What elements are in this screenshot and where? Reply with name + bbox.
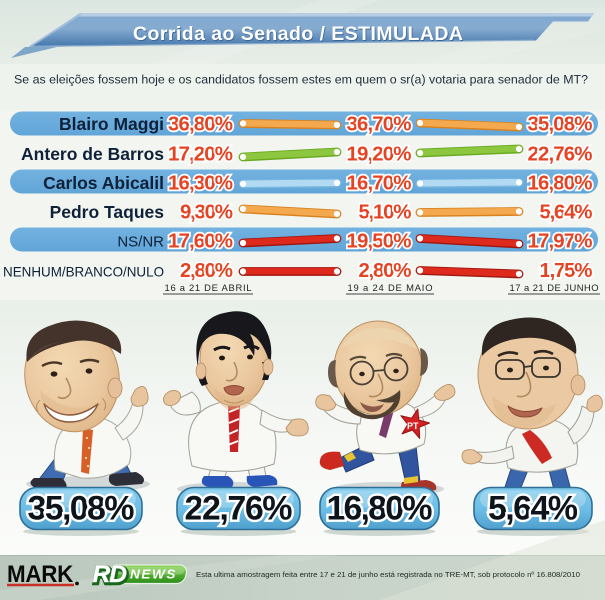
svg-text:16,70%: 16,70% bbox=[347, 172, 412, 195]
svg-text:5,64%: 5,64% bbox=[488, 490, 578, 528]
svg-text:Corrida ao Senado / ESTIMULADA: Corrida ao Senado / ESTIMULADA bbox=[134, 24, 464, 46]
svg-text:19 a 24 DE MAIO: 19 a 24 DE MAIO bbox=[348, 282, 433, 293]
svg-text:NENHUM/BRANCO/NULO: NENHUM/BRANCO/NULO bbox=[3, 264, 164, 280]
svg-text:Pedro Taques: Pedro Taques bbox=[50, 202, 165, 222]
svg-text:RD: RD bbox=[93, 561, 127, 588]
svg-text:5,64%: 5,64% bbox=[540, 201, 593, 224]
svg-text:Se as eleições fossem hoje e o: Se as eleições fossem hoje e os candidat… bbox=[14, 73, 588, 87]
svg-text:17 a 21 DE JUNHO: 17 a 21 DE JUNHO bbox=[510, 282, 599, 293]
svg-text:17,20%: 17,20% bbox=[168, 143, 233, 166]
svg-text:16,80%: 16,80% bbox=[327, 490, 433, 528]
svg-text:Carlos Abicalil: Carlos Abicalil bbox=[43, 173, 164, 193]
svg-text:Antero de Barros: Antero de Barros bbox=[21, 144, 164, 164]
svg-text:16,30%: 16,30% bbox=[168, 172, 233, 195]
svg-text:2,80%: 2,80% bbox=[359, 259, 412, 282]
svg-text:36,80%: 36,80% bbox=[168, 113, 233, 136]
svg-text:22,76%: 22,76% bbox=[185, 490, 293, 528]
svg-text:PT: PT bbox=[407, 421, 419, 431]
svg-text:Corrida ao Senado / ESTIMULADA: Corrida ao Senado / ESTIMULADA bbox=[133, 23, 463, 45]
svg-text:Blairo Maggi: Blairo Maggi bbox=[59, 114, 164, 134]
svg-text:Esta ultima amostragem feita e: Esta ultima amostragem feita entre 17 e … bbox=[196, 570, 580, 579]
svg-text:9,30%: 9,30% bbox=[180, 201, 233, 224]
svg-text:16,80%: 16,80% bbox=[528, 172, 593, 195]
svg-text:16 a 21 DE ABRIL: 16 a 21 DE ABRIL bbox=[165, 282, 252, 293]
svg-text:5,10%: 5,10% bbox=[359, 201, 412, 224]
svg-text:35,08%: 35,08% bbox=[528, 113, 593, 136]
svg-text:19,20%: 19,20% bbox=[347, 143, 412, 166]
svg-text:1,75%: 1,75% bbox=[540, 259, 593, 282]
svg-text:35,08%: 35,08% bbox=[28, 490, 135, 528]
svg-text:NEWS: NEWS bbox=[130, 567, 177, 582]
svg-text:RD: RD bbox=[94, 562, 128, 589]
svg-text:22,76%: 22,76% bbox=[528, 143, 593, 166]
svg-text:MARK: MARK bbox=[7, 561, 74, 588]
svg-text:36,70%: 36,70% bbox=[347, 113, 412, 136]
svg-text:17,60%: 17,60% bbox=[168, 230, 233, 253]
svg-text:2,80%: 2,80% bbox=[180, 259, 233, 282]
svg-text:NS/NR: NS/NR bbox=[117, 234, 164, 251]
svg-text:17,97%: 17,97% bbox=[528, 230, 593, 253]
svg-text:19,50%: 19,50% bbox=[347, 230, 412, 253]
